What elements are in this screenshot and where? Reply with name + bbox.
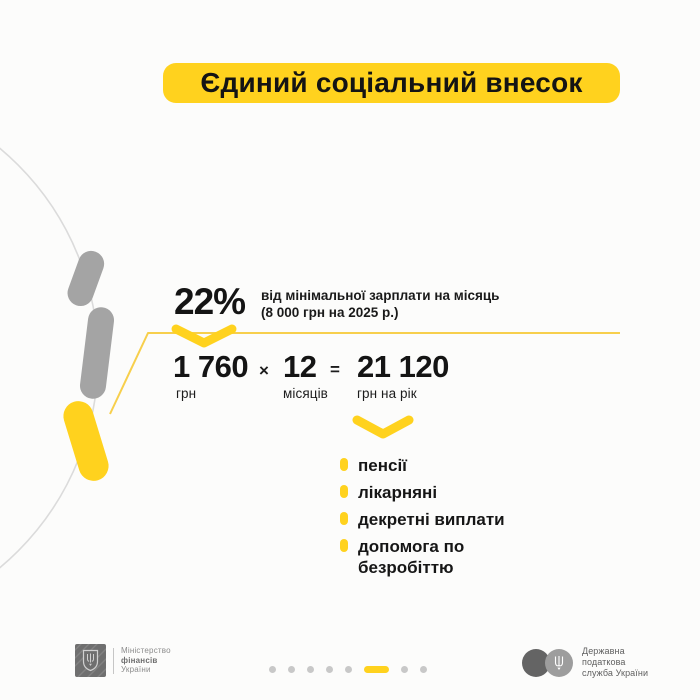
tax-text-line1: Державна: [582, 646, 625, 656]
ministry-text-line3: України: [121, 665, 151, 675]
equals-sign: =: [330, 360, 340, 379]
pagination-dot[interactable]: [307, 665, 314, 673]
yearly-amount: 21 120: [357, 349, 449, 384]
benefit-label: пенсії: [358, 456, 407, 475]
benefit-label: декретні виплати: [358, 510, 505, 529]
multiply-sign: ×: [259, 361, 269, 380]
bullet-icon: [340, 458, 348, 471]
pagination: [269, 665, 427, 673]
capsule-gray-middle: [79, 307, 115, 399]
pagination-dot[interactable]: [288, 665, 295, 673]
list-item: лікарняні: [340, 482, 512, 503]
capsule-gray-top: [67, 250, 105, 307]
list-item: пенсії: [340, 455, 512, 476]
tax-text-line2: податкова: [582, 657, 626, 667]
ministry-text-line2: фінансів: [121, 655, 158, 665]
arc-circle: [0, 147, 99, 569]
bullet-icon: [340, 512, 348, 525]
ministry-logo: Міністерство фінансів України: [75, 644, 171, 677]
pagination-dot[interactable]: [345, 665, 352, 673]
chevron-down-icon-rate: [171, 324, 237, 348]
pagination-dot[interactable]: [420, 665, 427, 673]
bullet-icon: [340, 539, 348, 552]
chevron-down-icon-benefits: [352, 415, 414, 439]
capsule-yellow: [63, 401, 109, 481]
tax-service-logo: Державна податкова служба України: [522, 646, 648, 679]
pagination-dot[interactable]: [269, 665, 276, 673]
benefits-list: пенсії лікарняні декретні виплати допомо…: [340, 455, 512, 584]
list-item: декретні виплати: [340, 509, 512, 530]
ministry-logo-text: Міністерство фінансів України: [121, 646, 171, 675]
logo-divider: [113, 647, 114, 674]
monthly-amount: 1 760: [173, 349, 249, 384]
tax-service-text: Державна податкова служба України: [582, 646, 648, 679]
pagination-dot[interactable]: [326, 665, 333, 673]
title-banner: Єдиний соціальний внесок: [163, 63, 620, 103]
ministry-text-line1: Міністерство: [121, 646, 171, 656]
benefit-label: допомога по безробіттю: [358, 537, 465, 577]
pagination-dot[interactable]: [401, 665, 408, 673]
page-title: Єдиний соціальний внесок: [200, 67, 583, 98]
tax-text-line3: служба України: [582, 668, 649, 678]
rate-description-line1: від мінімальної зарплати на місяць: [261, 288, 500, 303]
rate-description: від мінімальної зарплати на місяць (8 00…: [261, 287, 561, 321]
yearly-unit: грн на рік: [357, 386, 417, 401]
months-unit: місяців: [283, 386, 328, 401]
tax-logo-light-circle: [545, 648, 573, 677]
bullet-icon: [340, 485, 348, 498]
ministry-emblem-trident-icon: [75, 644, 106, 677]
months-count: 12: [283, 349, 317, 384]
rate-description-line2: (8 000 грн на 2025 р.): [261, 305, 399, 320]
list-item: допомога по безробіттю: [340, 536, 512, 578]
pagination-active-pill[interactable]: [364, 665, 389, 673]
monthly-unit: грн: [176, 386, 197, 401]
rate-value: 22%: [174, 281, 246, 322]
trident-icon: [554, 655, 564, 670]
benefit-label: лікарняні: [358, 483, 438, 502]
